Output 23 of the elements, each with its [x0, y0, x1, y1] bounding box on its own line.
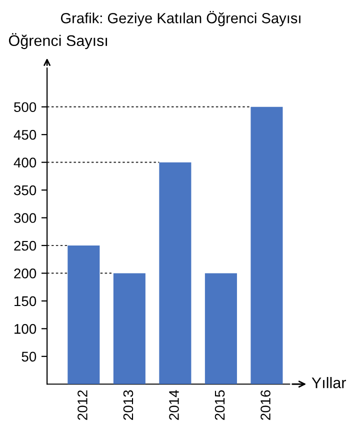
bar — [204, 273, 237, 384]
x-axis-title: Yıllar — [312, 377, 346, 388]
y-tick-label: 50 — [22, 352, 36, 362]
bar — [68, 245, 100, 384]
y-tick-label: 150 — [14, 296, 36, 306]
y-tick-label: 350 — [14, 185, 36, 196]
chart-title: Grafik: Geziye Katılan Öğrenci Sayısı — [60, 10, 300, 26]
bar — [250, 106, 283, 384]
y-axis-title: Öğrenci Sayısı — [8, 33, 107, 50]
y-tick-label: 300 — [14, 213, 36, 223]
x-tick-label: 2014 — [169, 390, 179, 420]
y-tick-label: 250 — [14, 240, 36, 251]
x-tick-label: 2015 — [214, 390, 225, 420]
bar — [113, 273, 146, 384]
bar — [159, 162, 192, 384]
y-tick-label: 200 — [14, 268, 36, 278]
x-tick-label: 2013 — [123, 390, 134, 420]
x-tick-label: 2012 — [78, 390, 88, 420]
y-tick-label: 400 — [14, 158, 36, 168]
y-tick-label: 450 — [14, 130, 36, 140]
y-tick-label: 500 — [14, 102, 36, 112]
y-tick-label: 100 — [14, 324, 36, 334]
x-tick-label: 2016 — [260, 390, 270, 420]
